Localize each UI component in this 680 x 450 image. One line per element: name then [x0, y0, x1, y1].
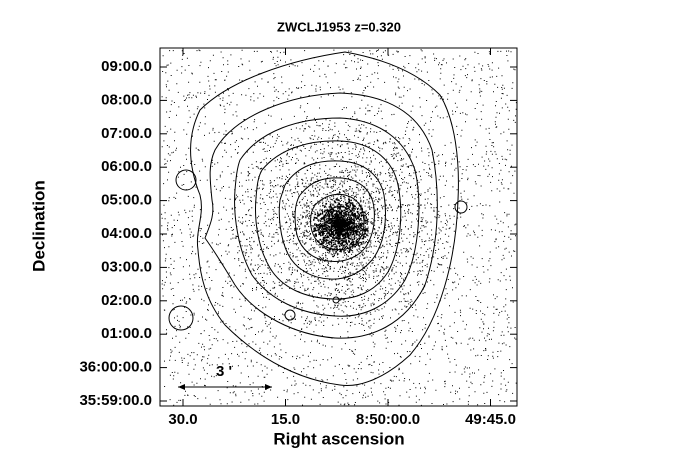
contour [294, 177, 375, 262]
x-axis-label: Right ascension [273, 429, 404, 448]
y-tick-label: 03:00.0 [101, 258, 152, 275]
y-tick-label: 09:00.0 [101, 58, 152, 75]
x-tick-label: 15.0 [271, 411, 300, 428]
y-tick-label: 35:59:00.0 [79, 392, 152, 409]
contour [310, 193, 365, 251]
contour [234, 117, 420, 317]
y-tick-label: 36:00:00.0 [79, 359, 152, 376]
contour [255, 140, 402, 300]
y-tick-label: 07:00.0 [101, 125, 152, 142]
source-circle [454, 200, 468, 214]
sky-image [161, 49, 517, 406]
source-circle [168, 305, 194, 331]
y-tick-label: 04:00.0 [101, 225, 152, 242]
y-tick-label: 08:00.0 [101, 91, 152, 108]
scale-bar: 3 ' [178, 363, 272, 390]
y-tick-label: 02:00.0 [101, 292, 152, 309]
contour [323, 206, 355, 240]
scale-label: 3 ' [216, 363, 232, 380]
y-axis-label: Declination [29, 180, 48, 272]
speckle [161, 49, 517, 406]
y-tick-label: 01:00.0 [101, 325, 152, 342]
source-circle [175, 169, 197, 191]
contour [204, 92, 438, 339]
x-tick-label: 49:45.0 [465, 411, 516, 428]
y-tick-label: 06:00.0 [101, 158, 152, 175]
contour [190, 51, 459, 387]
ticks: 09:00.0 08:00.0 07:00.0 06:00.0 05:00.0 04:00… [79, 48, 517, 428]
source-circle [284, 309, 296, 321]
source-circle [332, 296, 340, 304]
y-tick-label: 05:00.0 [101, 192, 152, 209]
title: ZWCLJ1953 z=0.320 [277, 19, 401, 34]
plot-frame [159, 47, 518, 407]
contours [168, 51, 468, 387]
contour [278, 160, 386, 280]
x-tick-label: 30.0 [168, 411, 197, 428]
x-tick-label: 8:50:00.0 [356, 411, 420, 428]
